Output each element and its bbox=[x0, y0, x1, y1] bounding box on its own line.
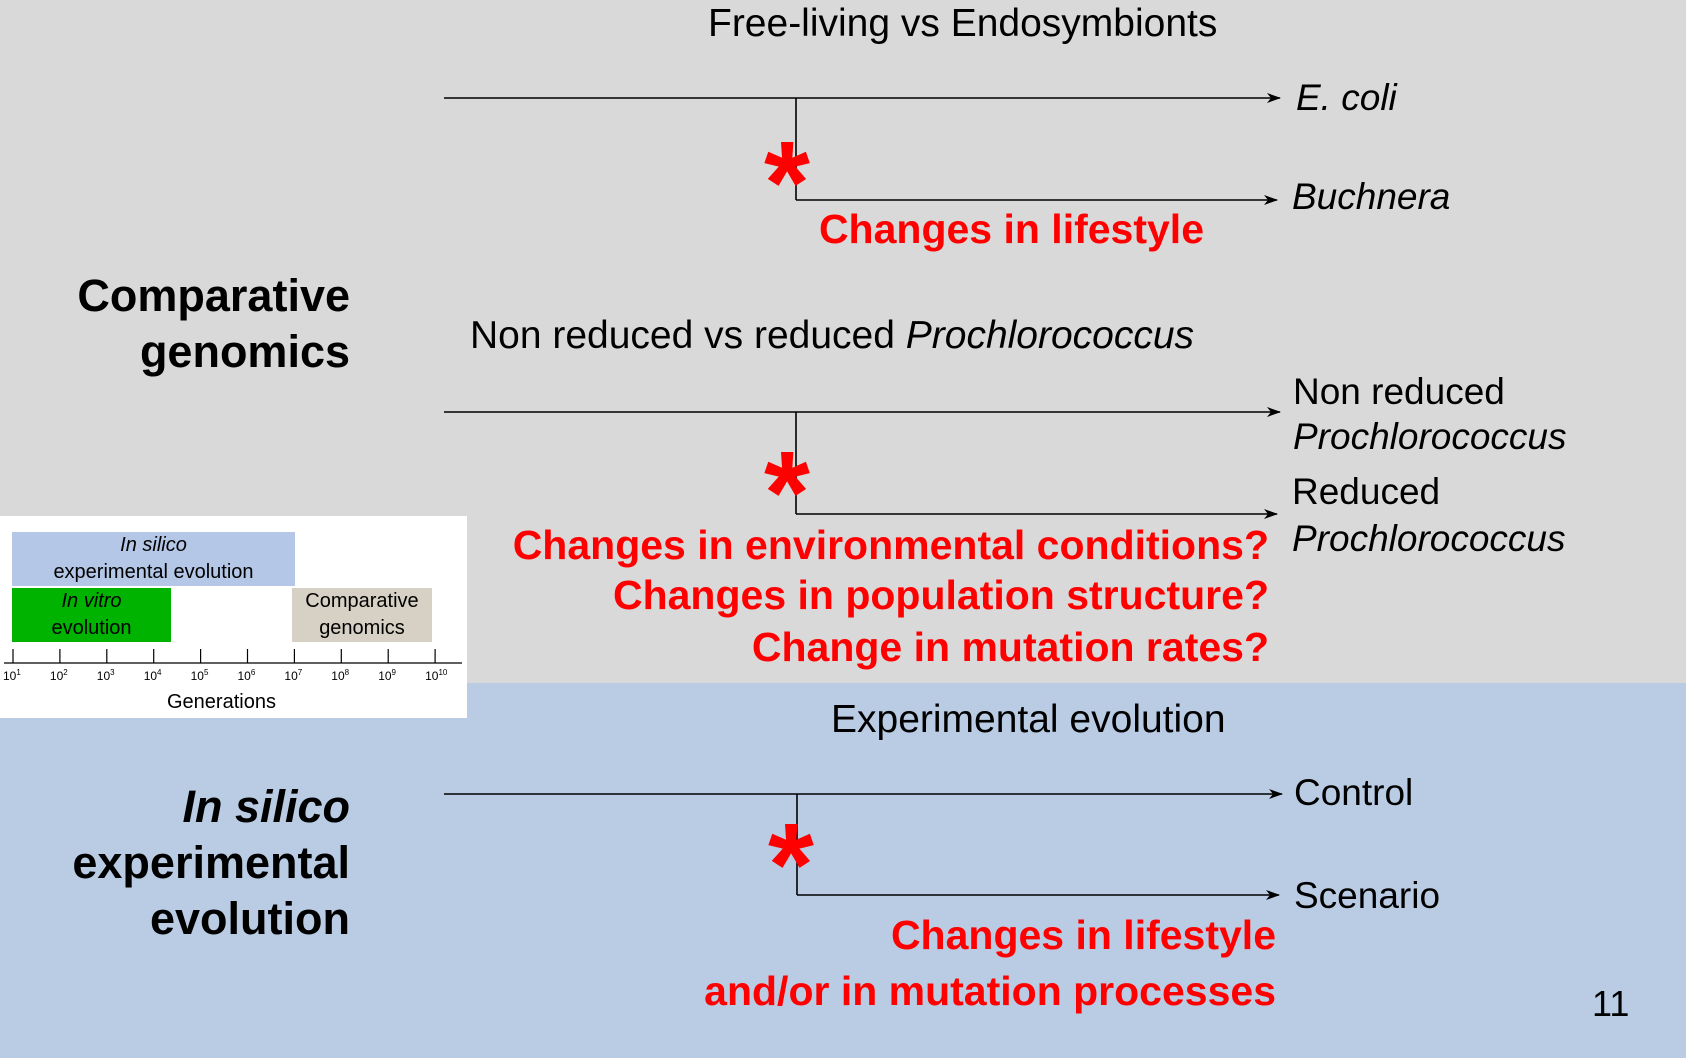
axis-tick-label: 102 bbox=[49, 668, 68, 683]
axis-tick-label: 106 bbox=[237, 668, 256, 683]
comparative-genomics-label: Comparative genomics bbox=[77, 268, 350, 380]
tree-1-lines bbox=[444, 93, 1281, 205]
leaf-control: Control bbox=[1294, 772, 1414, 813]
tree-3-change-2: and/or in mutation processes bbox=[704, 968, 1276, 1014]
insilico-range-box: In silico experimental evolution bbox=[12, 532, 295, 586]
tree-2-title: Non reduced vs reduced Prochlorococcus bbox=[470, 314, 1194, 358]
box-line: Comparative bbox=[305, 590, 419, 612]
tree-2-change-3: Change in mutation rates? bbox=[751, 624, 1269, 670]
leaf-line: Reduced bbox=[1292, 471, 1441, 512]
axis-tick-label: 1010 bbox=[425, 668, 448, 683]
leaf-line: Prochlorococcus bbox=[1293, 416, 1567, 457]
comparative-range-box: Comparative genomics bbox=[292, 588, 432, 642]
axis-tick-label: 104 bbox=[143, 668, 162, 683]
insilico-evolution-label: In silico experimental evolution bbox=[72, 779, 350, 947]
label-line: genomics bbox=[139, 326, 350, 377]
slide-number: 11 bbox=[1592, 983, 1630, 1024]
leaf-non-reduced: Non reduced Prochlorococcus bbox=[1293, 369, 1567, 459]
axis-tick-label: 108 bbox=[331, 668, 350, 683]
leaf-e-coli: E. coli bbox=[1296, 77, 1397, 118]
invitro-range-box: In vitro evolution bbox=[12, 588, 171, 642]
axis-tick-label: 107 bbox=[284, 668, 303, 683]
tree-3-lines bbox=[444, 789, 1283, 900]
label-line: experimental bbox=[72, 837, 350, 888]
tree-2-lines bbox=[444, 407, 1281, 519]
generations-axis bbox=[4, 649, 462, 664]
tree-2-change-1: Changes in environmental conditions? bbox=[512, 522, 1269, 568]
tree-2-title-plain: Non reduced vs reduced bbox=[470, 314, 906, 357]
label-line: Comparative bbox=[77, 270, 350, 321]
insilico-evolution-panel bbox=[0, 683, 1686, 1058]
leaf-scenario: Scenario bbox=[1294, 875, 1441, 916]
axis-tick-label: 109 bbox=[378, 668, 396, 683]
axis-tick-label: 101 bbox=[3, 668, 21, 683]
tree-2-change-2: Changes in population structure? bbox=[612, 572, 1269, 618]
box-line: In silico bbox=[120, 534, 187, 556]
leaf-buchnera: Buchnera bbox=[1292, 176, 1451, 217]
label-line: In silico bbox=[182, 781, 350, 832]
leaf-line: Non reduced bbox=[1293, 371, 1505, 412]
box-line: genomics bbox=[319, 617, 405, 639]
box-line: evolution bbox=[51, 617, 132, 639]
axis-tick-label: 103 bbox=[96, 668, 115, 683]
box-line: experimental evolution bbox=[53, 561, 254, 583]
tree-3-change-1: Changes in lifestyle bbox=[890, 912, 1276, 958]
change-star-3: * bbox=[768, 799, 814, 931]
label-line: evolution bbox=[150, 893, 350, 944]
change-star-2: * bbox=[764, 427, 810, 559]
timescale-inset: In silico experimental evolution In vitr… bbox=[0, 516, 467, 718]
leaf-line: Prochlorococcus bbox=[1292, 518, 1566, 559]
leaf-reduced: Reduced Prochlorococcus bbox=[1292, 468, 1566, 562]
box-line: In vitro bbox=[61, 590, 122, 612]
tree-3-title: Experimental evolution bbox=[831, 698, 1226, 741]
change-star-1: * bbox=[764, 117, 810, 249]
tree-1-change-label: Changes in lifestyle bbox=[818, 206, 1204, 252]
axis-tick-label: 105 bbox=[190, 668, 209, 683]
generations-axis-label: Generations bbox=[167, 691, 276, 713]
tree-2-title-italic: Prochlorococcus bbox=[905, 314, 1195, 357]
tree-1-title: Free-living vs Endosymbionts bbox=[708, 2, 1218, 45]
